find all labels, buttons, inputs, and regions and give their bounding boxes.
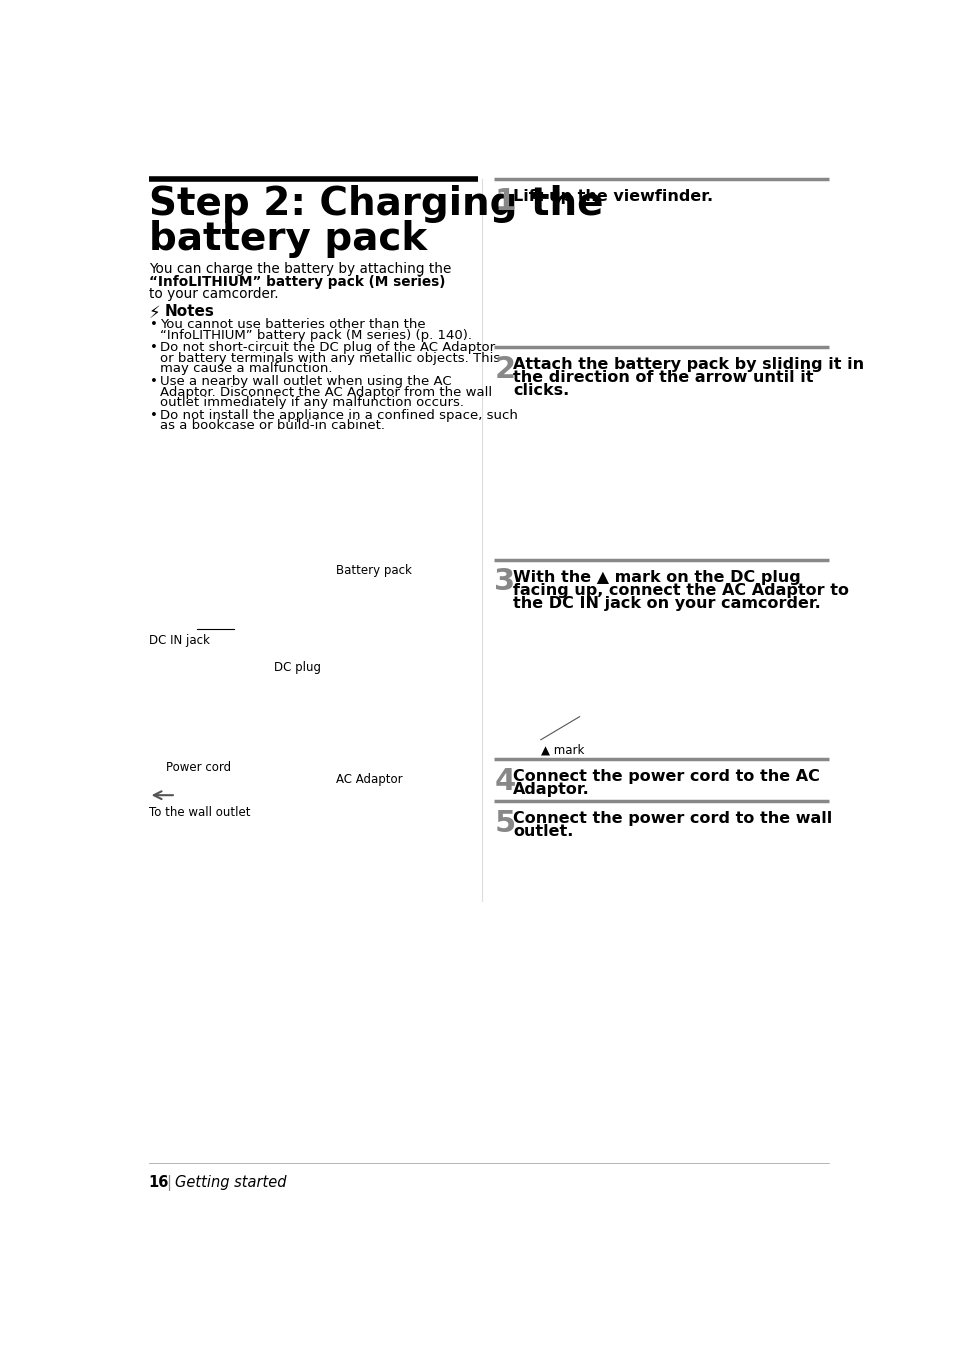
- Text: To the wall outlet: To the wall outlet: [149, 806, 250, 819]
- Text: to your camcorder.: to your camcorder.: [149, 287, 278, 301]
- Text: “InfoLITHIUM” battery pack (M series): “InfoLITHIUM” battery pack (M series): [149, 274, 445, 289]
- Text: 3: 3: [494, 568, 515, 596]
- Text: •: •: [150, 318, 158, 331]
- Text: may cause a malfunction.: may cause a malfunction.: [159, 362, 332, 376]
- Text: Connect the power cord to the wall: Connect the power cord to the wall: [513, 811, 831, 826]
- Text: the DC IN jack on your camcorder.: the DC IN jack on your camcorder.: [513, 596, 820, 611]
- Text: •: •: [150, 375, 158, 388]
- Text: Power cord: Power cord: [166, 761, 231, 775]
- Text: •: •: [150, 341, 158, 354]
- Text: You can charge the battery by attaching the: You can charge the battery by attaching …: [149, 262, 451, 276]
- Text: DC IN jack: DC IN jack: [149, 634, 210, 648]
- Text: Battery pack: Battery pack: [335, 564, 412, 577]
- Text: “InfoLITHIUM” battery pack (M series) (p. 140).: “InfoLITHIUM” battery pack (M series) (p…: [159, 329, 471, 342]
- Text: Do not install the appliance in a confined space, such: Do not install the appliance in a confin…: [159, 408, 517, 422]
- Text: the direction of the arrow until it: the direction of the arrow until it: [513, 370, 813, 385]
- Text: Adaptor. Disconnect the AC Adaptor from the wall: Adaptor. Disconnect the AC Adaptor from …: [159, 385, 491, 399]
- Text: •: •: [150, 408, 158, 422]
- Text: 2: 2: [494, 354, 515, 384]
- Text: |: |: [166, 1175, 171, 1191]
- Text: With the ▲ mark on the DC plug: With the ▲ mark on the DC plug: [513, 569, 800, 584]
- Text: You cannot use batteries other than the: You cannot use batteries other than the: [159, 318, 425, 331]
- Text: facing up, connect the AC Adaptor to: facing up, connect the AC Adaptor to: [513, 583, 848, 598]
- Text: 16: 16: [149, 1175, 169, 1190]
- Text: battery pack: battery pack: [149, 220, 426, 258]
- Text: Lift up the viewfinder.: Lift up the viewfinder.: [513, 189, 712, 204]
- Text: Adaptor.: Adaptor.: [513, 781, 589, 798]
- Text: clicks.: clicks.: [513, 383, 569, 399]
- Text: 4: 4: [494, 767, 515, 796]
- Text: DC plug: DC plug: [274, 661, 321, 675]
- Text: 1: 1: [494, 187, 515, 216]
- Text: outlet immediately if any malfunction occurs.: outlet immediately if any malfunction oc…: [159, 396, 463, 410]
- Text: Use a nearby wall outlet when using the AC: Use a nearby wall outlet when using the …: [159, 375, 451, 388]
- Text: 5: 5: [494, 808, 515, 838]
- Text: outlet.: outlet.: [513, 825, 573, 840]
- Text: Getting started: Getting started: [174, 1175, 286, 1190]
- Text: as a bookcase or build-in cabinet.: as a bookcase or build-in cabinet.: [159, 419, 384, 433]
- Text: AC Adaptor: AC Adaptor: [335, 773, 402, 786]
- Text: Step 2: Charging the: Step 2: Charging the: [149, 185, 602, 223]
- Text: ⚡: ⚡: [149, 304, 160, 322]
- Text: or battery terminals with any metallic objects. This: or battery terminals with any metallic o…: [159, 352, 499, 365]
- Text: Do not short-circuit the DC plug of the AC Adaptor: Do not short-circuit the DC plug of the …: [159, 341, 495, 354]
- Text: Connect the power cord to the AC: Connect the power cord to the AC: [513, 769, 819, 784]
- Text: Notes: Notes: [164, 304, 213, 319]
- Text: Attach the battery pack by sliding it in: Attach the battery pack by sliding it in: [513, 357, 863, 372]
- Text: ▲ mark: ▲ mark: [540, 744, 583, 757]
